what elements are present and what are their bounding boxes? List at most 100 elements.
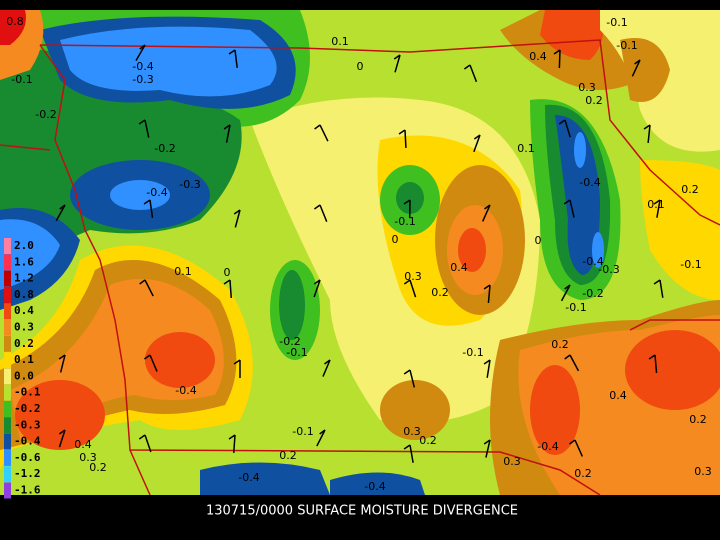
wind-barb <box>463 64 478 83</box>
contour-label: 0.1 <box>331 35 349 48</box>
wind-barb <box>483 359 491 378</box>
contour-label: 0.2 <box>551 338 569 351</box>
field <box>15 380 105 450</box>
field <box>640 160 720 300</box>
legend-swatch <box>4 449 11 466</box>
contour-label: 0 <box>357 60 364 73</box>
border <box>39 39 720 226</box>
map-title: 130715/0000 SURFACE MOISTURE DIVERGENCE <box>206 504 518 519</box>
contour-label: 0.3 <box>578 81 596 94</box>
field <box>200 462 330 495</box>
contour-label: -0.1 <box>11 73 32 86</box>
field <box>0 10 26 45</box>
legend-swatch <box>4 335 11 352</box>
wind-barb <box>631 59 641 77</box>
wind-barb <box>653 199 661 218</box>
wind-barb <box>144 354 158 372</box>
wind-barb <box>143 199 154 218</box>
wind-barb <box>316 429 326 447</box>
wind-barb <box>483 284 491 303</box>
contour-label: -0.4 <box>132 60 153 73</box>
legend-swatch <box>4 352 11 369</box>
contour-label: 0 <box>224 266 231 279</box>
contour-label: -0.2 <box>582 287 603 300</box>
wind-barb <box>403 279 417 298</box>
wind-barb <box>403 444 414 463</box>
field <box>574 132 586 168</box>
contour-label: 0.2 <box>585 94 603 107</box>
wind-barb <box>563 199 575 218</box>
field <box>540 10 604 60</box>
field <box>380 380 450 440</box>
contour-label: -0.1 <box>394 215 415 228</box>
wind-barb <box>313 204 328 222</box>
contour-label: 0.4 <box>450 261 468 274</box>
legend-label: -0.6 <box>14 451 41 464</box>
wind-barb <box>228 49 238 68</box>
wind-barb <box>58 354 66 373</box>
legend-label: -1.2 <box>14 467 41 480</box>
legend-swatches <box>4 238 11 499</box>
contour-label: -0.1 <box>606 16 627 29</box>
wind-barb <box>398 129 407 149</box>
wind-barb <box>228 434 236 454</box>
field <box>396 182 424 214</box>
legend-label: -1.6 <box>14 484 41 497</box>
wind-barb <box>564 354 580 372</box>
legend-label: 2.0 <box>14 239 34 252</box>
legend-label: 0.3 <box>14 321 34 334</box>
wind-barb <box>473 134 481 153</box>
contour-label: 0.3 <box>79 451 97 464</box>
field <box>330 472 425 495</box>
legend-swatch <box>4 319 11 336</box>
contour-label: -0.4 <box>175 384 196 397</box>
field <box>60 26 277 97</box>
border <box>0 144 51 151</box>
contour-label: 0.2 <box>689 413 707 426</box>
legend-label: -0.1 <box>14 386 41 399</box>
wind-barb <box>314 124 329 142</box>
legend-swatch <box>4 238 11 254</box>
contour-label: 0.3 <box>694 465 712 478</box>
legend-swatch <box>4 303 11 320</box>
wind-barb <box>139 279 154 297</box>
legend-swatch <box>4 368 11 385</box>
wind-barb <box>393 54 401 73</box>
legend-swatch <box>4 417 11 434</box>
border <box>629 319 720 331</box>
wind-barb <box>223 279 233 299</box>
legend-label: 0.2 <box>14 337 34 350</box>
wind-barb <box>553 49 561 69</box>
contour-label: 0.2 <box>89 461 107 474</box>
contour-label: 0.4 <box>74 438 92 451</box>
wind-barb <box>223 124 231 143</box>
legend-swatch <box>4 270 11 287</box>
wind-barb <box>313 279 321 298</box>
legend-label: -0.2 <box>14 402 41 415</box>
border <box>129 449 151 496</box>
legend-label: 0.1 <box>14 353 34 366</box>
legend-swatch <box>4 433 11 450</box>
wind-barb <box>403 199 411 219</box>
wind-barb <box>481 204 491 222</box>
contour-label: 0.2 <box>431 286 449 299</box>
contour-label: 0 <box>535 234 542 247</box>
contour-label: -0.2 <box>154 142 175 155</box>
contour-label: -0.4 <box>364 480 385 493</box>
wind-barb <box>560 284 571 302</box>
legend-swatch <box>4 254 11 271</box>
wind-barb <box>138 434 152 453</box>
contour-label: 0.1 <box>647 198 665 211</box>
contour-label: -0.3 <box>598 263 619 276</box>
wind-barb <box>648 354 658 373</box>
contour-label: -0.1 <box>680 258 701 271</box>
contour-label: 0.3 <box>503 455 521 468</box>
contour-label: 0.1 <box>517 142 535 155</box>
border <box>39 44 601 496</box>
wind-barb <box>643 124 651 143</box>
contour-label: 0.1 <box>174 265 192 278</box>
field <box>620 38 670 102</box>
contour-fills <box>0 10 720 495</box>
state-borders <box>0 39 720 496</box>
